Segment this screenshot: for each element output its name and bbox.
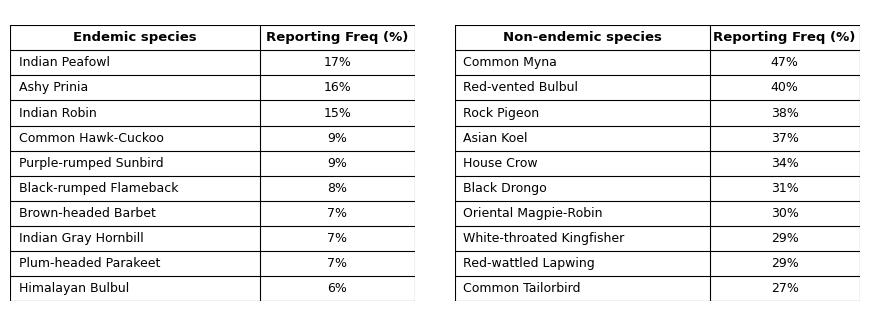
Text: Purple-rumped Sunbird: Purple-rumped Sunbird bbox=[18, 157, 163, 170]
Text: Common Myna: Common Myna bbox=[462, 56, 556, 69]
Text: 9%: 9% bbox=[327, 132, 347, 145]
Text: Plum-headed Parakeet: Plum-headed Parakeet bbox=[18, 257, 160, 270]
Text: Himalayan Bulbul: Himalayan Bulbul bbox=[18, 282, 129, 295]
Text: 29%: 29% bbox=[770, 232, 798, 245]
Text: 7%: 7% bbox=[327, 207, 347, 220]
Text: Oriental Magpie-Robin: Oriental Magpie-Robin bbox=[462, 207, 601, 220]
Text: 27%: 27% bbox=[770, 282, 798, 295]
Text: 8%: 8% bbox=[327, 182, 347, 195]
Text: Common Tailorbird: Common Tailorbird bbox=[462, 282, 580, 295]
Text: Non-endemic species: Non-endemic species bbox=[502, 31, 660, 44]
Text: 6%: 6% bbox=[327, 282, 347, 295]
Text: 9%: 9% bbox=[327, 157, 347, 170]
Text: 34%: 34% bbox=[770, 157, 798, 170]
Text: Indian Gray Hornbill: Indian Gray Hornbill bbox=[18, 232, 143, 245]
Text: Black-rumped Flameback: Black-rumped Flameback bbox=[18, 182, 178, 195]
Text: 31%: 31% bbox=[770, 182, 798, 195]
Text: Reporting Freq (%): Reporting Freq (%) bbox=[266, 31, 408, 44]
Text: White-throated Kingfisher: White-throated Kingfisher bbox=[462, 232, 623, 245]
Text: 7%: 7% bbox=[327, 257, 347, 270]
Text: Red-vented Bulbul: Red-vented Bulbul bbox=[462, 81, 577, 95]
Text: Black Drongo: Black Drongo bbox=[462, 182, 546, 195]
Text: 38%: 38% bbox=[770, 106, 798, 120]
Text: 29%: 29% bbox=[770, 257, 798, 270]
Text: 30%: 30% bbox=[770, 207, 798, 220]
Text: Common Hawk-Cuckoo: Common Hawk-Cuckoo bbox=[18, 132, 163, 145]
Text: 15%: 15% bbox=[323, 106, 351, 120]
Text: Indian Peafowl: Indian Peafowl bbox=[18, 56, 109, 69]
Text: 17%: 17% bbox=[323, 56, 351, 69]
Text: Red-wattled Lapwing: Red-wattled Lapwing bbox=[462, 257, 594, 270]
Text: 40%: 40% bbox=[770, 81, 798, 95]
Text: Ashy Prinia: Ashy Prinia bbox=[18, 81, 88, 95]
Text: Asian Koel: Asian Koel bbox=[462, 132, 527, 145]
Text: 16%: 16% bbox=[323, 81, 351, 95]
Text: 37%: 37% bbox=[770, 132, 798, 145]
Text: Endemic species: Endemic species bbox=[73, 31, 196, 44]
Text: 7%: 7% bbox=[327, 232, 347, 245]
Text: Brown-headed Barbet: Brown-headed Barbet bbox=[18, 207, 156, 220]
Text: Indian Robin: Indian Robin bbox=[18, 106, 96, 120]
Text: 47%: 47% bbox=[770, 56, 798, 69]
Text: Rock Pigeon: Rock Pigeon bbox=[462, 106, 538, 120]
Text: Reporting Freq (%): Reporting Freq (%) bbox=[713, 31, 855, 44]
Text: House Crow: House Crow bbox=[462, 157, 537, 170]
